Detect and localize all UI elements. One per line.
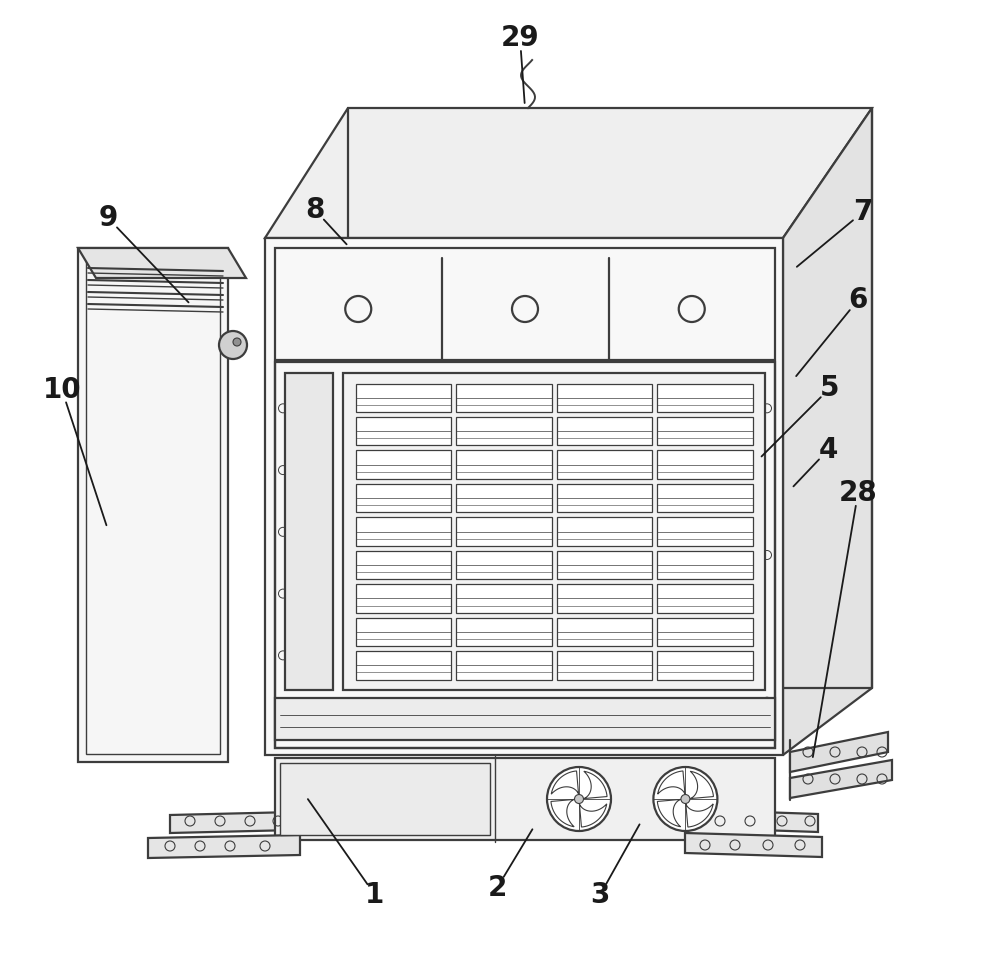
Bar bbox=[275, 758, 775, 840]
Polygon shape bbox=[551, 771, 579, 794]
Bar bbox=[456, 451, 552, 478]
Text: 7: 7 bbox=[853, 198, 873, 226]
Bar bbox=[280, 763, 490, 835]
Bar bbox=[275, 698, 775, 740]
Bar bbox=[657, 518, 753, 545]
Polygon shape bbox=[686, 804, 713, 827]
Bar bbox=[356, 384, 451, 412]
Bar bbox=[556, 651, 652, 679]
Bar bbox=[657, 584, 753, 612]
Bar bbox=[556, 484, 652, 512]
Polygon shape bbox=[265, 108, 872, 238]
Bar bbox=[356, 550, 451, 579]
Polygon shape bbox=[700, 810, 818, 832]
Bar bbox=[456, 550, 552, 579]
Circle shape bbox=[681, 794, 690, 804]
Bar bbox=[657, 417, 753, 445]
Circle shape bbox=[233, 338, 241, 346]
Polygon shape bbox=[690, 771, 713, 798]
Circle shape bbox=[575, 794, 583, 804]
Bar bbox=[343, 373, 765, 690]
Bar bbox=[556, 384, 652, 412]
Bar bbox=[275, 362, 775, 748]
Bar bbox=[556, 518, 652, 545]
Text: 4: 4 bbox=[818, 436, 838, 464]
Bar bbox=[556, 584, 652, 612]
Text: 5: 5 bbox=[820, 374, 840, 402]
Bar bbox=[456, 518, 552, 545]
Polygon shape bbox=[790, 760, 892, 798]
Text: 1: 1 bbox=[365, 881, 385, 909]
Polygon shape bbox=[584, 771, 607, 798]
Bar bbox=[356, 484, 451, 512]
Polygon shape bbox=[148, 835, 300, 858]
Bar bbox=[556, 451, 652, 478]
Bar bbox=[556, 417, 652, 445]
Bar bbox=[657, 484, 753, 512]
Polygon shape bbox=[579, 804, 607, 827]
Bar bbox=[456, 651, 552, 679]
Text: 29: 29 bbox=[501, 24, 539, 52]
Polygon shape bbox=[265, 238, 783, 755]
Polygon shape bbox=[657, 799, 681, 827]
Circle shape bbox=[219, 331, 247, 359]
Polygon shape bbox=[783, 108, 872, 755]
Bar bbox=[456, 384, 552, 412]
Bar bbox=[657, 451, 753, 478]
Bar bbox=[456, 417, 552, 445]
Bar bbox=[285, 373, 333, 690]
Bar bbox=[356, 518, 451, 545]
Polygon shape bbox=[658, 771, 685, 794]
Polygon shape bbox=[78, 248, 228, 762]
Bar bbox=[456, 484, 552, 512]
Circle shape bbox=[653, 767, 717, 831]
Text: 3: 3 bbox=[590, 881, 610, 909]
Bar bbox=[356, 584, 451, 612]
Text: 28: 28 bbox=[839, 479, 877, 507]
Bar bbox=[456, 617, 552, 646]
Bar bbox=[657, 617, 753, 646]
Bar bbox=[556, 617, 652, 646]
Circle shape bbox=[547, 767, 611, 831]
Bar bbox=[86, 256, 220, 754]
Polygon shape bbox=[78, 248, 246, 278]
Text: 2: 2 bbox=[487, 874, 507, 902]
Bar bbox=[356, 617, 451, 646]
Bar bbox=[456, 584, 552, 612]
Text: 6: 6 bbox=[848, 286, 868, 314]
Text: 8: 8 bbox=[305, 196, 325, 224]
Polygon shape bbox=[790, 732, 888, 772]
Bar bbox=[356, 417, 451, 445]
Bar bbox=[657, 550, 753, 579]
Bar bbox=[657, 384, 753, 412]
Bar bbox=[356, 651, 451, 679]
Text: 9: 9 bbox=[98, 204, 118, 232]
Polygon shape bbox=[551, 799, 574, 827]
Polygon shape bbox=[170, 812, 295, 833]
Bar bbox=[556, 550, 652, 579]
Bar bbox=[275, 248, 775, 748]
Text: 10: 10 bbox=[43, 376, 81, 404]
Polygon shape bbox=[685, 833, 822, 857]
Bar bbox=[657, 651, 753, 679]
Bar bbox=[356, 451, 451, 478]
